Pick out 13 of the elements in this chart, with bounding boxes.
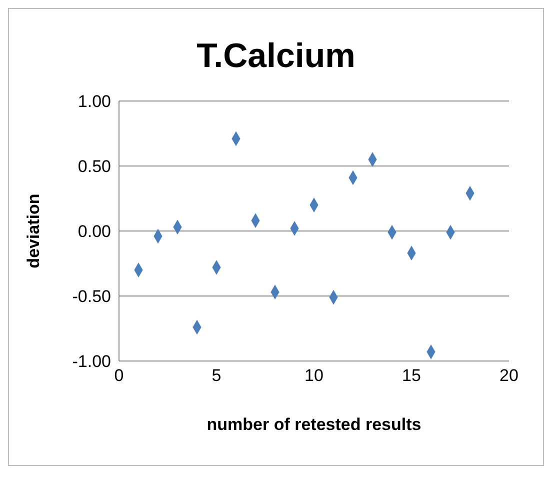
- chart-title: T.Calcium: [196, 37, 356, 77]
- x-tick-label: 0: [114, 366, 124, 386]
- x-tick-label: 5: [212, 366, 222, 386]
- y-tick-label: 0.00: [78, 222, 111, 242]
- y-tick-label: -0.50: [72, 287, 111, 306]
- x-tick-label: 15: [402, 366, 421, 386]
- y-tick-label: -1.00: [72, 352, 111, 372]
- x-tick-label: 10: [304, 366, 324, 386]
- y-tick-label: 1.00: [78, 92, 111, 112]
- x-tick-label: 20: [500, 366, 518, 386]
- x-axis-title: number of retested results: [206, 415, 422, 435]
- y-axis-title: deviation: [24, 194, 44, 268]
- y-tick-label: 0.50: [78, 157, 111, 176]
